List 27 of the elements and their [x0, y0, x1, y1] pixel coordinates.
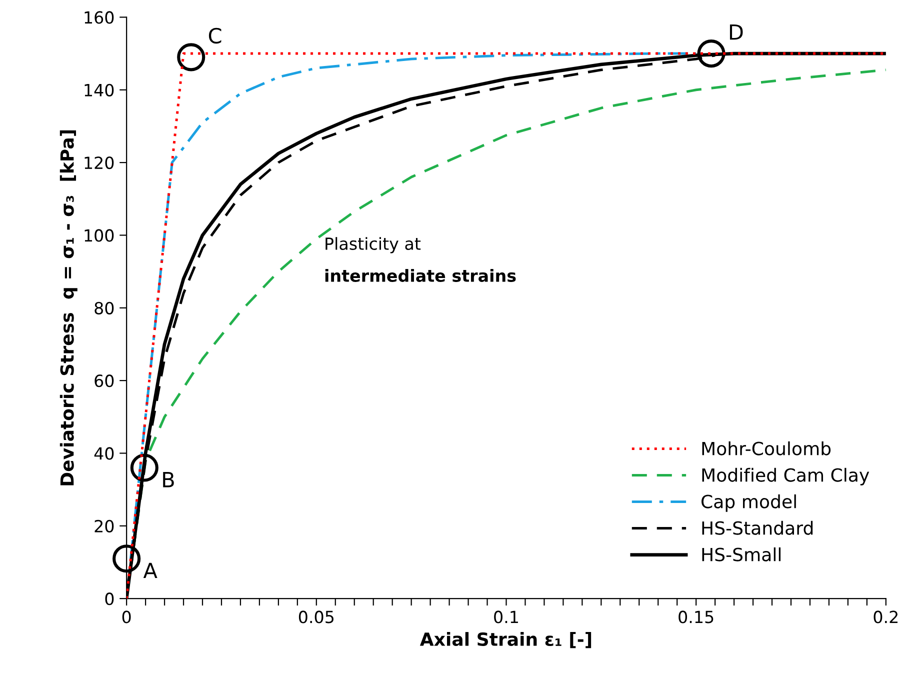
annotation: C: [208, 28, 222, 44]
y-tick-label: 160: [84, 11, 114, 24]
annotation: Plasticity at: [326, 237, 421, 254]
y-tick-label: 0: [105, 592, 114, 606]
y-tick-label: 140: [84, 84, 114, 96]
x-tick-label: 0.1: [494, 610, 518, 624]
annotation: A: [143, 562, 158, 578]
legend-label: HS-Standard: [702, 520, 813, 535]
y-axis-title: Deviatoric Stress q = σ₁ - σ₃ [kPa]: [60, 130, 78, 486]
y-tick-label: 20: [94, 520, 114, 532]
x-tick-label: 0.2: [874, 610, 898, 624]
annotation: D: [730, 24, 743, 40]
y-tick-label: 60: [94, 374, 114, 388]
x-tick-label: 0.15: [678, 610, 714, 624]
x-tick-label: 0.05: [298, 610, 334, 624]
legend-label: HS-Small: [702, 547, 781, 562]
legend-label: Cap model: [702, 494, 796, 512]
legend-label: Mohr-Coulomb: [702, 441, 831, 456]
y-tick-label: 120: [84, 156, 114, 170]
annotation: B: [163, 472, 174, 488]
x-axis-title: Axial Strain ε₁ [-]: [420, 632, 592, 648]
x-tick-label: 0: [122, 610, 131, 624]
y-tick-label: 40: [94, 447, 114, 460]
y-tick-label: 100: [84, 229, 114, 242]
legend-label: Modified Cam Clay: [702, 468, 870, 486]
y-tick-label: 80: [94, 302, 114, 314]
annotation: intermediate strains: [325, 269, 516, 282]
